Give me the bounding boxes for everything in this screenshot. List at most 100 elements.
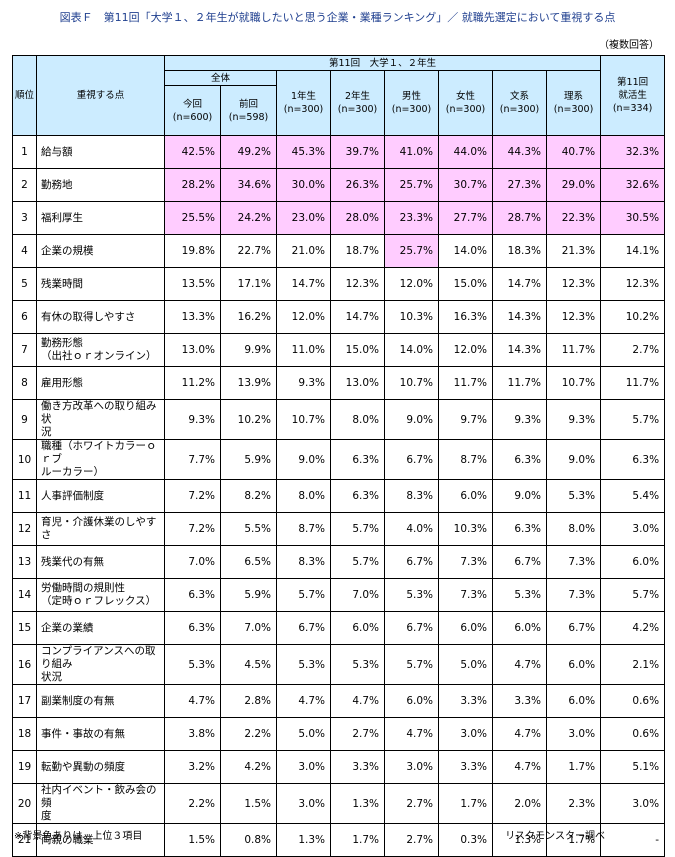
item-cell: 社内イベント・飲み会の頻 度 xyxy=(36,783,165,824)
value-cell: 4.7% xyxy=(276,684,331,718)
value-cell: 8.2% xyxy=(220,479,277,513)
item-cell: 企業の規模 xyxy=(36,234,165,268)
source-note: リスクモンスター調べ xyxy=(505,831,605,842)
table-row: 13 残業代の有無 7.0% 6.5% 8.3% 5.7% 6.7% 7.3% 6.7% 7.3%… xyxy=(12,545,666,579)
value-cell: 11.7% xyxy=(438,366,493,400)
value-cell: 19.8% xyxy=(164,234,221,268)
value-cell: 6.0% xyxy=(600,545,666,579)
value-cell: 5.3% xyxy=(330,644,385,685)
value-cell: 14.1% xyxy=(600,234,666,268)
male-header: 男性 (n=300) xyxy=(384,70,439,136)
value-cell: 5.0% xyxy=(438,644,493,685)
item-cell: 勤務形態 （出社ｏｒオンライン） xyxy=(36,333,165,367)
value-cell: 2.2% xyxy=(220,717,277,751)
value-cell: 13.0% xyxy=(164,333,221,367)
value-cell: 39.7% xyxy=(330,135,385,169)
value-cell: 3.0% xyxy=(276,783,331,824)
value-cell: 8.3% xyxy=(276,545,331,579)
value-cell: 28.0% xyxy=(330,201,385,235)
rank-cell: 18 xyxy=(12,717,37,751)
value-cell: 5.7% xyxy=(600,578,666,612)
value-cell: 4.7% xyxy=(330,684,385,718)
value-cell: 3.0% xyxy=(384,750,439,784)
table-row: 5 残業時間 13.5% 17.1% 14.7% 12.3% 12.0% 15.0% 14.7%… xyxy=(12,267,666,301)
value-cell: 10.2% xyxy=(600,300,666,334)
value-cell: 14.7% xyxy=(330,300,385,334)
rank-header: 順位 xyxy=(12,55,37,136)
value-cell: 5.9% xyxy=(220,439,277,480)
rank-cell: 6 xyxy=(12,300,37,334)
value-cell: 2.7% xyxy=(330,717,385,751)
value-cell: 23.3% xyxy=(384,201,439,235)
value-cell: 28.7% xyxy=(492,201,547,235)
footer-note: ※背景色ありは、上位３項目 xyxy=(14,831,143,842)
table-body: 1 給与額 42.5% 49.2% 45.3% 39.7% 41.0% 44.0% 44.3% 4… xyxy=(12,135,666,857)
value-cell: 14.0% xyxy=(438,234,493,268)
value-cell: 10.2% xyxy=(220,399,277,440)
value-cell: 22.7% xyxy=(220,234,277,268)
value-cell: 12.0% xyxy=(276,300,331,334)
value-cell: 10.7% xyxy=(276,399,331,440)
value-cell: 7.0% xyxy=(220,611,277,645)
value-cell: 18.3% xyxy=(492,234,547,268)
value-cell: 12.0% xyxy=(438,333,493,367)
value-cell: 12.0% xyxy=(384,267,439,301)
value-cell: 9.0% xyxy=(276,439,331,480)
shukatsu-label-2: 就活生 xyxy=(618,90,647,101)
table-row: 15 企業の業績 6.3% 7.0% 6.7% 6.0% 6.7% 6.0% 6.0% 6.7% 4… xyxy=(12,611,666,645)
item-cell: 勤務地 xyxy=(36,168,165,202)
female-header: 女性 (n=300) xyxy=(438,70,493,136)
rank-cell: 20 xyxy=(12,783,37,824)
value-cell: 13.9% xyxy=(220,366,277,400)
rank-cell: 8 xyxy=(12,366,37,400)
value-cell: 11.7% xyxy=(600,366,666,400)
value-cell: 6.7% xyxy=(492,545,547,579)
value-cell: 2.2% xyxy=(164,783,221,824)
page-title: 図表Ｆ 第11回「大学１、２年生が就職したいと思う企業・業種ランキング」／ 就職… xyxy=(59,11,616,24)
value-cell: 5.3% xyxy=(545,479,602,513)
value-cell: 1.7% xyxy=(330,823,385,857)
value-cell: 6.3% xyxy=(600,439,666,480)
value-cell: 6.3% xyxy=(492,512,547,546)
value-cell: 29.0% xyxy=(545,168,602,202)
rank-cell: 5 xyxy=(12,267,37,301)
value-cell: 6.3% xyxy=(164,578,221,612)
value-cell: 11.7% xyxy=(545,333,602,367)
table-row: 17 副業制度の有無 4.7% 2.8% 4.7% 4.7% 6.0% 3.3% 3.3% 6.0… xyxy=(12,684,666,718)
value-cell: 4.7% xyxy=(384,717,439,751)
value-cell: 5.3% xyxy=(276,644,331,685)
value-cell: 2.3% xyxy=(545,783,602,824)
value-cell: 5.7% xyxy=(276,578,331,612)
table-row: 12 育児・介護休業のしやすさ 7.2% 5.5% 8.7% 5.7% 4.0% 10.3% 6… xyxy=(12,512,666,546)
item-cell: 転勤や異動の頻度 xyxy=(36,750,165,784)
value-cell: 9.0% xyxy=(545,439,602,480)
value-cell: 14.7% xyxy=(276,267,331,301)
rank-cell: 14 xyxy=(12,578,37,612)
multiple-answer-note: （複数回答） xyxy=(599,40,659,51)
table-row: 7 勤務形態 （出社ｏｒオンライン） 13.0% 9.9% 11.0% 15.0% 14.0… xyxy=(12,333,666,367)
rank-cell: 3 xyxy=(12,201,37,235)
table-row: 4 企業の規模 19.8% 22.7% 21.0% 18.7% 25.7% 14.0% 18.3… xyxy=(12,234,666,268)
value-cell: 32.3% xyxy=(600,135,666,169)
table-row: 20 社内イベント・飲み会の頻 度 2.2% 1.5% 3.0% 1.3% 2.7% 1.7%… xyxy=(12,783,666,824)
item-cell: 雇用形態 xyxy=(36,366,165,400)
bunkei-header: 文系 (n=300) xyxy=(492,70,547,136)
value-cell: 6.3% xyxy=(330,439,385,480)
value-cell: 7.2% xyxy=(164,512,221,546)
value-cell: 6.0% xyxy=(438,479,493,513)
value-cell: 6.3% xyxy=(330,479,385,513)
table-row: 8 雇用形態 11.2% 13.9% 9.3% 13.0% 10.7% 11.7% 11.7% 1… xyxy=(12,366,666,400)
item-header: 重視する点 xyxy=(36,55,165,136)
value-cell: 9.0% xyxy=(492,479,547,513)
value-cell: 16.3% xyxy=(438,300,493,334)
value-cell: 3.3% xyxy=(438,750,493,784)
value-cell: 7.0% xyxy=(164,545,221,579)
current-header: 今回 (n=600) xyxy=(164,85,221,136)
value-cell: 32.6% xyxy=(600,168,666,202)
value-cell: 2.8% xyxy=(220,684,277,718)
rank-cell: 16 xyxy=(12,644,37,685)
value-cell: 8.0% xyxy=(545,512,602,546)
value-cell: 7.0% xyxy=(330,578,385,612)
value-cell: 3.3% xyxy=(492,684,547,718)
value-cell: 7.3% xyxy=(545,578,602,612)
